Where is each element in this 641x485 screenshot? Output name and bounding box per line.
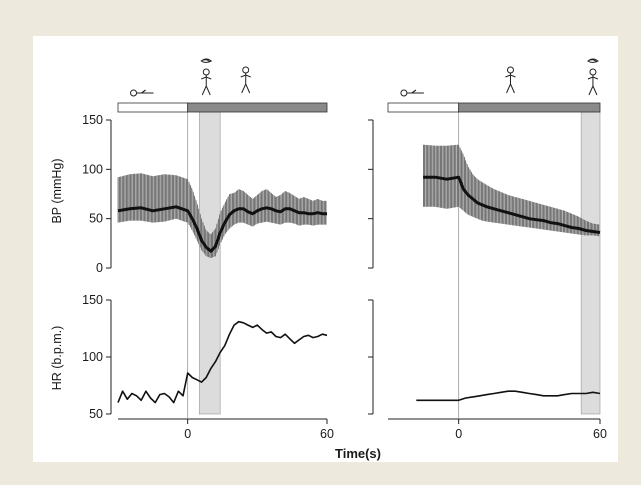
bp-y-tick-label: 0 xyxy=(96,261,103,275)
x-tick-label: 0 xyxy=(184,427,191,441)
icon-dizzy xyxy=(200,58,213,63)
posture-bar-upright xyxy=(458,102,601,113)
dizzy-standing-person-icon xyxy=(200,58,213,96)
bp-y-tick-label: 150 xyxy=(82,113,103,127)
icon-body xyxy=(136,89,154,94)
hr-y-tick-label: 100 xyxy=(82,350,103,364)
bp-axis-label: BP (mmHg) xyxy=(50,158,64,223)
bp-y-tick-label: 100 xyxy=(82,162,103,176)
posture-bar-upright xyxy=(187,102,328,113)
supine-person-icon xyxy=(400,89,424,97)
icon-body xyxy=(406,89,424,94)
icon-body xyxy=(505,73,516,94)
x-tick-label: 60 xyxy=(320,427,334,441)
icon-body xyxy=(201,75,212,96)
supine-person-icon xyxy=(130,89,154,97)
icon-head xyxy=(506,66,514,74)
icon-head xyxy=(400,89,408,97)
posture-bar-supine xyxy=(387,102,460,113)
hr-axis-label: HR (b.p.m.) xyxy=(50,326,64,391)
hr-line xyxy=(117,320,328,404)
bp-mean-line xyxy=(117,205,327,253)
supine-to-standing-right-group: 0 60 xyxy=(368,58,607,441)
shade-interval xyxy=(198,111,221,415)
dizzy-standing-person-icon xyxy=(587,58,599,96)
icon-head xyxy=(130,89,138,97)
icon-head xyxy=(242,66,250,74)
icon-body xyxy=(240,73,251,94)
standing-person-icon xyxy=(240,66,251,94)
icon-head xyxy=(202,68,210,76)
icon-body xyxy=(587,75,599,96)
bp-mean-line xyxy=(423,175,601,234)
shade-interval xyxy=(580,111,601,415)
x-tick-label: 0 xyxy=(455,427,462,441)
icon-head xyxy=(589,68,597,76)
hr-y-tick-label: 150 xyxy=(82,293,103,307)
posture-bar-supine xyxy=(117,102,189,113)
hr-y-tick-label: 50 xyxy=(89,407,103,421)
hr-line xyxy=(416,390,601,402)
icon-dizzy xyxy=(587,58,599,63)
bp-hr-chart: 0 50 100 150 50 100 150 0 60 0 60 BP (mmHg) HR (b.p.… xyxy=(50,58,607,461)
bp-y-tick-label: 50 xyxy=(89,212,103,226)
bp-envelope xyxy=(423,144,600,237)
supine-to-standing-left-group: 0 50 100 150 50 100 150 0 60 xyxy=(82,58,334,441)
figure-panel: 0 50 100 150 50 100 150 0 60 0 60 BP (mmHg) HR (b.p.… xyxy=(33,36,618,462)
x-axis-label: Time(s) xyxy=(335,446,381,461)
standing-person-icon xyxy=(505,66,516,94)
x-tick-label: 60 xyxy=(593,427,607,441)
